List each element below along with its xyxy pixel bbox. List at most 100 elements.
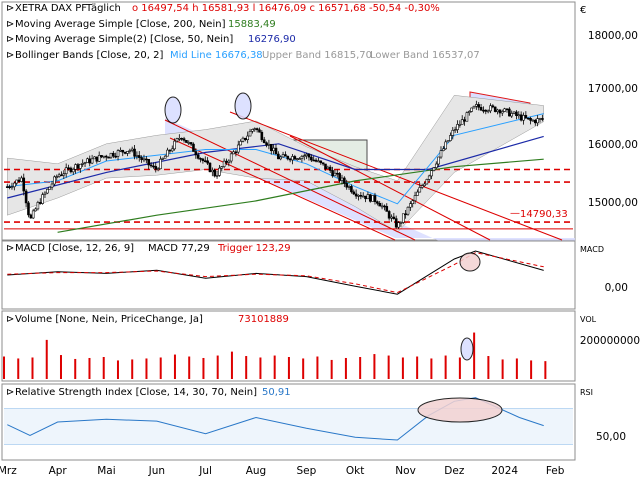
volume-y-tick-label: 200000000 [580,335,640,347]
candle-body [291,156,294,161]
candle-body [142,158,146,161]
candle-body [48,186,51,190]
candle-body [519,114,523,121]
volume-bar [145,358,148,379]
candle-body [387,211,391,219]
candle-body [295,158,299,160]
price-y-tick-label: 17000,00 [588,83,638,95]
candle-body [71,169,75,173]
candle-body [86,158,89,163]
rsi-y-tick-label: 50,00 [596,431,626,443]
candle-body [324,163,327,169]
candle-body [60,174,63,177]
channel-line-2 [169,137,396,241]
x-tick-label: Okt [346,465,364,477]
candle-body [312,159,315,162]
candle-body [423,183,426,187]
price-legend: ⊳ XETRA DAX PF Täglich o 16497,54 h 1658… [6,3,480,61]
candle-body [409,203,412,208]
candle-body [107,156,110,159]
candle-body [168,149,172,152]
bb-legend-mid: Mid Line 16676,38 [170,50,263,61]
horizontal-lines [4,168,573,230]
candle-body [213,169,216,177]
candle-body [196,154,200,159]
candle-body [406,206,410,215]
candle-body [288,158,292,161]
candle-body [310,156,313,161]
candle-body [498,109,502,114]
candle-body [442,148,445,151]
bb-legend-label: Bollinger Bands [Close, 20, 2] [15,50,163,61]
candle-body [93,156,96,160]
candle-body [317,160,320,163]
candle-body [123,151,127,154]
candle-body [154,166,158,170]
candle-body [244,137,247,140]
volume-bar [116,360,119,379]
volume-bar [159,357,162,379]
candle-body [482,109,485,112]
candle-body [269,143,273,152]
candle-body [241,137,245,142]
candle-body [81,163,84,165]
trigger-line [7,252,544,294]
candle-body [246,135,249,140]
candle-body [281,154,285,158]
candle-body [376,201,379,204]
candle-body [180,137,183,140]
candle-body [64,167,68,174]
channel-line-3 [229,111,563,241]
candle-body [371,195,374,202]
candle-body [437,156,440,165]
sma50-legend-label: Moving Average Simple(2) [Close, 50, Nei… [15,34,233,45]
candle-body [262,139,266,144]
legend-marker: ⊳ [6,34,14,45]
candle-body [22,177,26,192]
x-tick-label: Sep [296,465,316,477]
candle-body [338,173,341,181]
x-tick-label: Mai [97,465,115,477]
candle-body [508,108,511,117]
candle-body [187,142,191,144]
candle-body [220,166,224,169]
candle-body [307,153,311,158]
candle-body [286,155,290,160]
candle-body [272,147,275,152]
candle-body [465,112,469,122]
candle-body [251,129,254,132]
candle-body [13,182,16,188]
candle-body [229,153,233,162]
volume-panel-frame [1,310,576,382]
legend-marker: ⊳ [6,387,14,398]
candle-body [361,195,365,198]
candle-body [53,176,56,185]
macd-legend-value: MACD 77,29 [148,243,210,254]
rsi-reference-lines [4,408,573,445]
candle-body [432,167,436,171]
candle-body [541,118,544,120]
candle-body [392,216,396,219]
candle-body [314,159,318,162]
volume-bar [330,359,333,379]
candle-body [265,142,268,146]
legend-marker: ⊳ [6,19,14,30]
candle-body [470,107,473,112]
candle-body [418,187,422,193]
candle-body [439,150,443,158]
candle-body [505,108,509,111]
candle-body [79,163,82,169]
candle-body [27,202,30,216]
candle-body [350,186,353,193]
candle-body [140,157,143,160]
candle-body [444,141,448,150]
candle-body [255,128,259,131]
support-value: 14790,33 [520,209,568,220]
volume-axis-title: VOL [580,315,597,324]
candle-body [331,170,334,177]
volume-bar [245,356,248,379]
sma50-line [7,135,544,199]
volume-bars [3,332,547,379]
candle-body [133,148,136,157]
